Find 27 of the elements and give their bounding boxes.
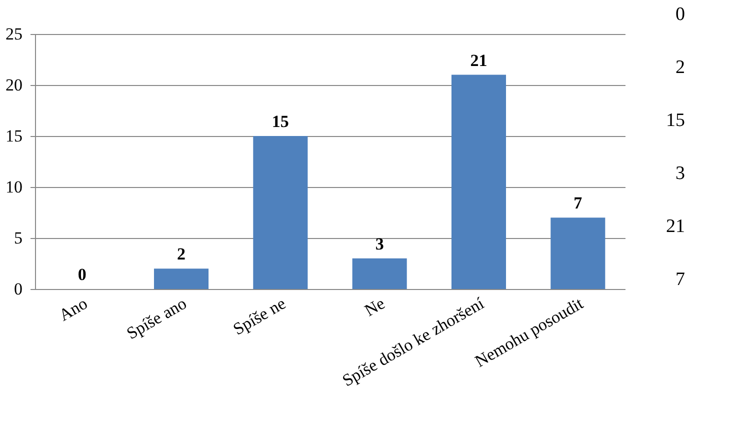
text: 0 (676, 4, 685, 25)
data-label: 7 (574, 194, 583, 213)
bar (253, 136, 308, 289)
text: 7 (676, 269, 685, 290)
text: 3 (676, 163, 685, 184)
text: 2 (676, 57, 685, 78)
data-label: 15 (272, 112, 289, 131)
bar (550, 218, 606, 289)
y-tick-label: 10 (6, 178, 22, 196)
bar (154, 268, 209, 289)
x-tick-label: Ne (361, 294, 388, 320)
data-label: 2 (177, 244, 186, 264)
y-tick-label: 0 (14, 280, 22, 298)
y-tick-label: 15 (6, 126, 22, 146)
y-tick-label: 25 (6, 24, 22, 44)
data-label: 3 (375, 234, 384, 254)
x-tick-label: Ano (56, 294, 91, 325)
x-tick-label: Spíše ano (123, 294, 190, 344)
x-tick-label: Spíše ne (230, 294, 289, 339)
data-label: 21 (470, 50, 488, 70)
bar (352, 258, 407, 289)
bar (451, 74, 506, 289)
text: 21 (666, 216, 685, 237)
data-label: 0 (78, 265, 86, 284)
y-tick-label: 20 (6, 76, 22, 94)
text: 15 (666, 110, 685, 131)
y-tick-label: 5 (14, 228, 22, 248)
